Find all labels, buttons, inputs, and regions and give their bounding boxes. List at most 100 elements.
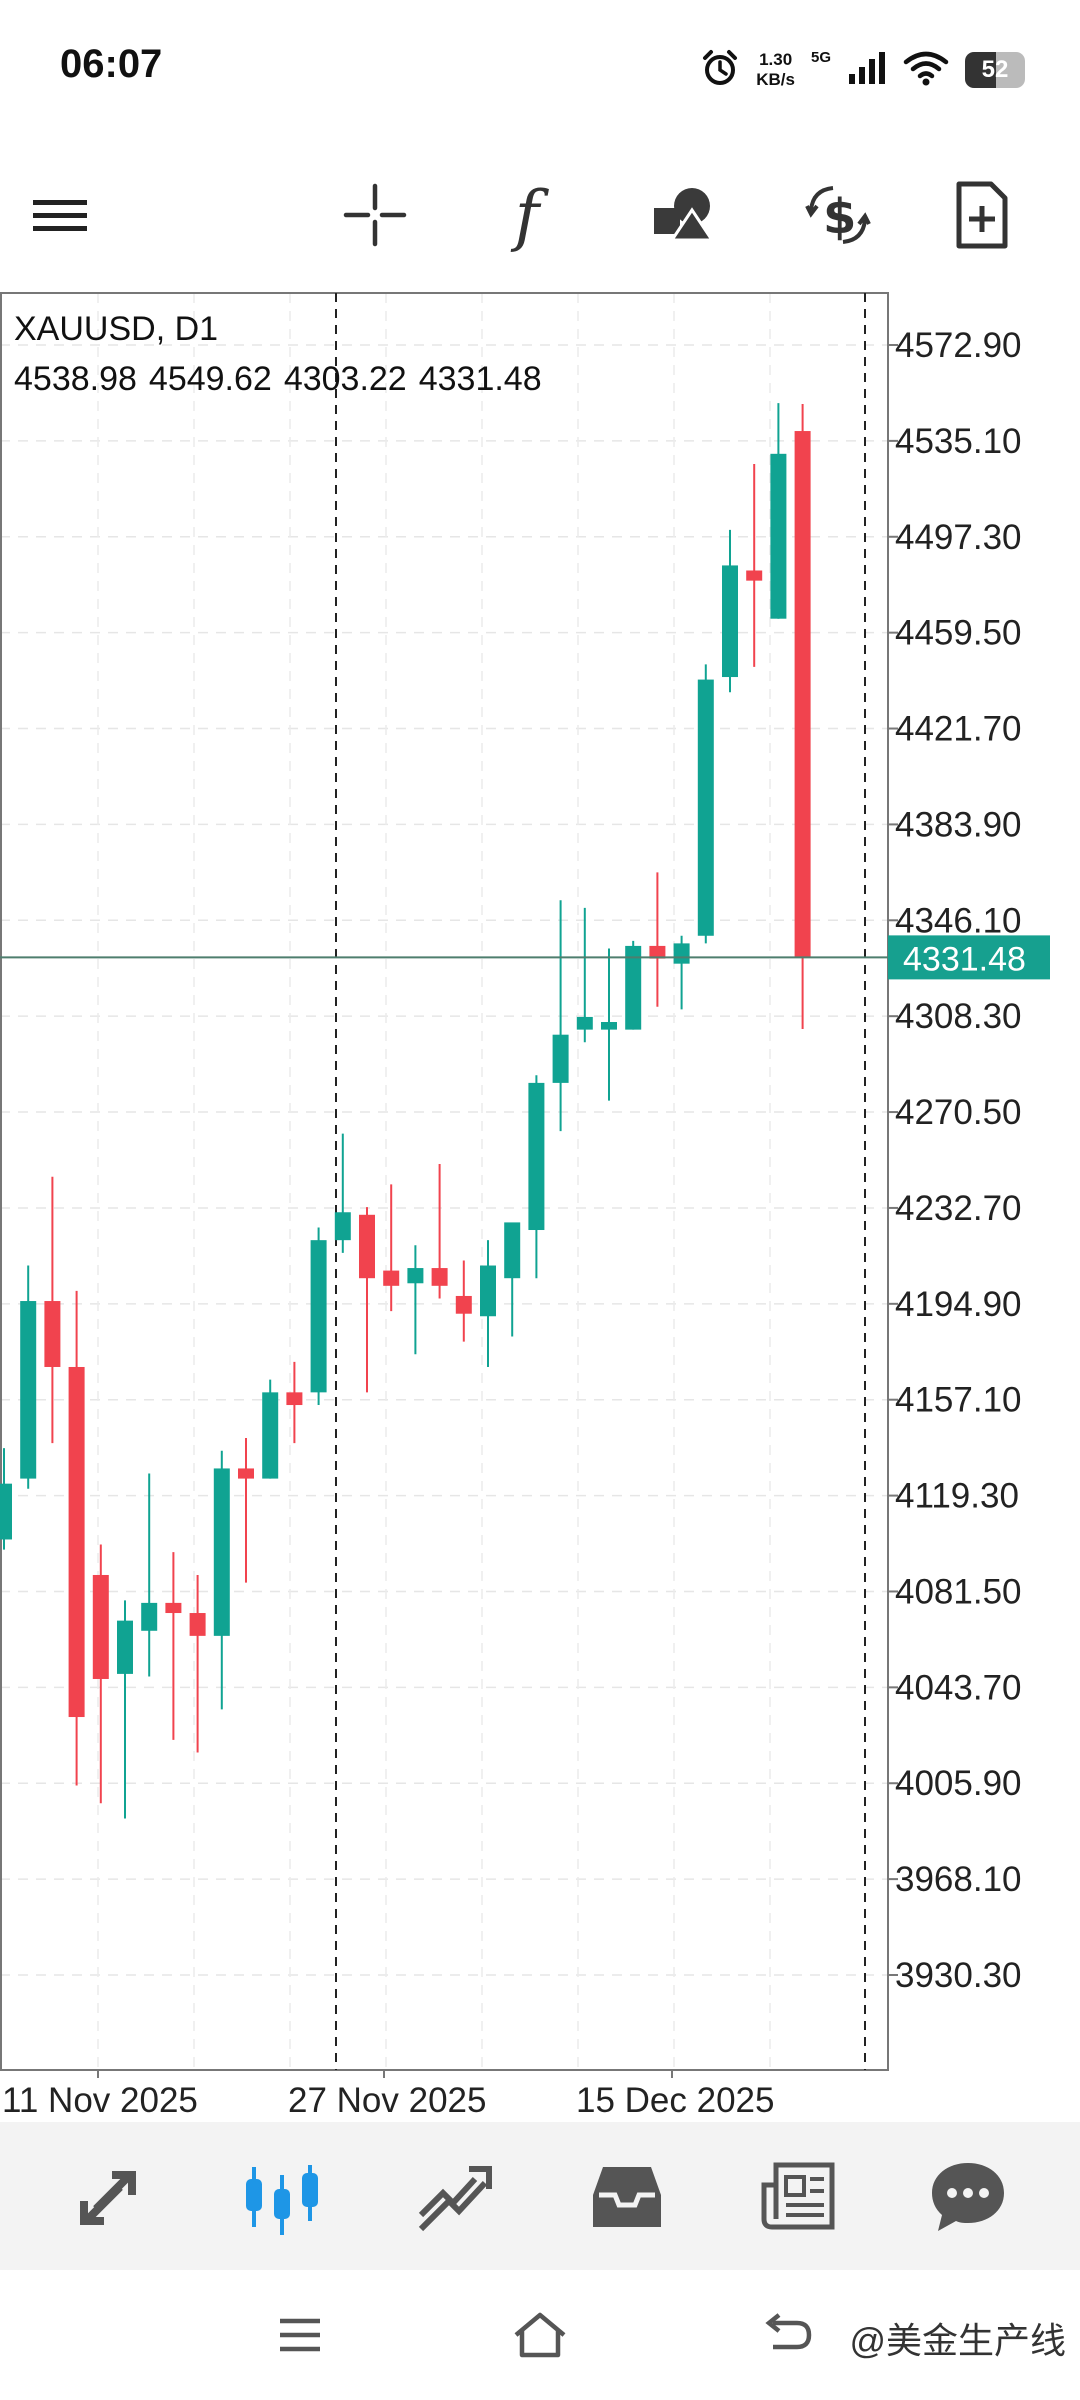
candle-body	[286, 1392, 303, 1406]
nav-history[interactable]	[572, 2142, 682, 2252]
back-button[interactable]	[745, 2300, 825, 2370]
net-speed-value: 1.30	[759, 50, 793, 69]
candle-body	[504, 1222, 521, 1279]
candle-body	[141, 1602, 158, 1631]
candle-body	[673, 943, 690, 964]
candle-body	[165, 1602, 182, 1614]
y-tick-label: 4421.70	[895, 710, 1022, 749]
new-order-button[interactable]	[937, 170, 1027, 260]
function-icon: f	[514, 176, 540, 254]
candle-body	[310, 1240, 327, 1393]
candle-body	[117, 1620, 133, 1674]
nav-chart[interactable]	[227, 2142, 337, 2252]
y-tick-label: 3968.10	[895, 1860, 1022, 1899]
arrows-icon	[80, 2171, 136, 2225]
candle-body	[794, 431, 811, 958]
battery-icon: 52	[965, 52, 1025, 88]
objects-button[interactable]	[640, 170, 730, 260]
hamburger-icon	[33, 200, 87, 231]
y-tick-label: 4535.10	[895, 422, 1022, 461]
nav-news[interactable]	[745, 2142, 855, 2252]
candle-body	[44, 1301, 61, 1367]
symbol-button[interactable]: $	[793, 170, 883, 260]
candle-body	[576, 1016, 593, 1030]
current-price-badge	[888, 935, 1050, 980]
y-tick-label: 4572.90	[895, 326, 1022, 365]
price-chart[interactable]: 4331.48 4572.90 4535.10 4497.30 4459.50 4421.…	[0, 0, 1080, 2120]
shapes-icon	[654, 188, 715, 242]
candle-body	[262, 1392, 279, 1479]
y-tick-label: 4270.50	[895, 1093, 1022, 1132]
nav-trade[interactable]	[400, 2142, 510, 2252]
bottom-nav	[0, 2122, 1080, 2270]
plot-border	[0, 292, 889, 2071]
x-tick-label: 27 Nov 2025	[288, 2081, 486, 2120]
ohlc-high: 4549.62	[148, 360, 272, 398]
candle-body	[407, 1268, 424, 1284]
status-icons: 1.30 KB/s 5G 52	[700, 45, 1025, 95]
candle-body	[625, 945, 642, 1030]
crosshair-icon	[343, 183, 407, 247]
y-tick-label: 4497.30	[895, 518, 1022, 557]
y-tick-label: 4459.50	[895, 614, 1022, 653]
trend-icon	[418, 2166, 492, 2232]
candle-body	[0, 1483, 12, 1540]
y-tick-label: 4346.10	[895, 901, 1022, 940]
candle-body	[334, 1212, 351, 1241]
candle-body	[770, 453, 787, 619]
candle-body	[697, 679, 714, 936]
chat-icon	[932, 2163, 1004, 2231]
back-icon	[765, 2313, 812, 2350]
candle-body	[383, 1270, 400, 1286]
inbox-icon	[593, 2167, 661, 2227]
ohlc-open: 4538.98	[14, 360, 137, 398]
nav-messages[interactable]	[913, 2142, 1023, 2252]
y-tick-label: 4081.50	[895, 1572, 1022, 1611]
indicators-button[interactable]: f	[482, 170, 572, 260]
candle-body	[92, 1574, 109, 1679]
y-tick-label: 3930.30	[895, 1956, 1022, 1995]
ohlc-low: 4303.22	[283, 360, 407, 398]
network-type: 5G	[810, 49, 831, 66]
net-speed: 1.30 KB/s	[756, 50, 795, 90]
y-tick-label: 4119.30	[895, 1477, 1019, 1516]
candle-body	[552, 1034, 569, 1083]
candle-body	[455, 1295, 472, 1314]
watermark: @美金生产线	[849, 2320, 1066, 2361]
system-nav: @美金生产线	[0, 2270, 1080, 2400]
candle-body	[649, 945, 666, 959]
candles-icon	[246, 2165, 318, 2235]
currency-icon: $	[805, 186, 871, 245]
candle-body	[480, 1265, 496, 1317]
y-tick-label: 4308.30	[895, 997, 1022, 1036]
y-tick-label: 4043.70	[895, 1668, 1022, 1707]
candle-body	[359, 1214, 375, 1279]
status-bar: 06:07 1.30 KB/s 5G 52	[0, 0, 1080, 140]
net-speed-unit: KB/s	[756, 70, 795, 89]
recents-icon	[280, 2318, 320, 2352]
candle-body	[746, 570, 763, 581]
y-tick-label: 4232.70	[895, 1189, 1022, 1228]
alarm-icon	[700, 48, 740, 93]
ohlc-close: 4331.48	[418, 360, 542, 398]
signal-icon	[847, 50, 887, 91]
chart-toolbar: f $	[0, 150, 1080, 280]
y-tick-label: 4383.90	[895, 805, 1022, 844]
status-time: 06:07	[60, 42, 163, 86]
crosshair-button[interactable]	[330, 170, 420, 260]
nav-quotes[interactable]	[53, 2142, 163, 2252]
x-tick-label: 11 Nov 2025	[2, 2081, 198, 2120]
menu-button[interactable]	[15, 170, 105, 260]
candle-body	[213, 1468, 230, 1636]
y-tick-label: 4157.10	[895, 1381, 1022, 1420]
home-icon	[514, 2312, 566, 2358]
chart-area[interactable]: 4331.48 4572.90 4535.10 4497.30 4459.50 4421.…	[0, 0, 1080, 2120]
recents-button[interactable]	[260, 2300, 340, 2370]
x-tick-label: 15 Dec 2025	[576, 2081, 774, 2120]
y-tick-label: 4194.90	[895, 1285, 1022, 1324]
current-price-label: 4331.48	[903, 940, 1026, 978]
candle-body	[189, 1613, 206, 1636]
home-button[interactable]	[500, 2300, 580, 2370]
candle-body	[20, 1301, 37, 1479]
document-plus-icon	[956, 181, 1008, 249]
